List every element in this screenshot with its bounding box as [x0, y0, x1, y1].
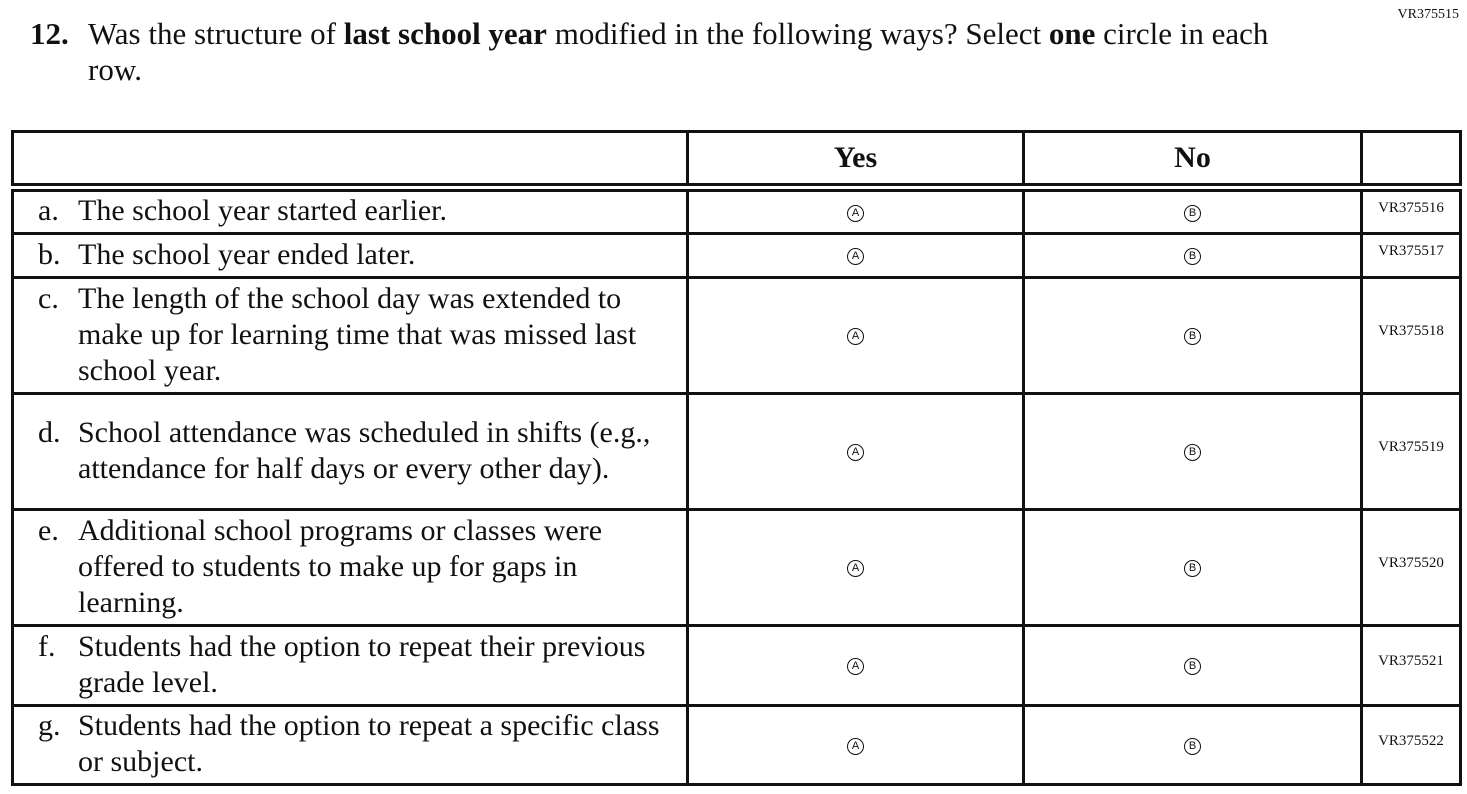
question-text-part: modified in the following ways? Select: [546, 16, 1049, 51]
response-bubble[interactable]: B: [1184, 328, 1201, 345]
question-row: a. The school year started earlier. A B VR37…: [11, 186, 1462, 235]
blank-header: [1360, 130, 1462, 192]
item-code: VR375522: [1360, 704, 1462, 786]
question-row: g. Students had the option to repeat a sp…: [11, 704, 1462, 786]
item: a. The school year started earlier.: [38, 193, 682, 229]
option-cell: A: [686, 186, 1025, 235]
item-letter: b.: [38, 237, 61, 271]
response-bubble[interactable]: B: [1184, 737, 1201, 755]
response-bubble[interactable]: A: [847, 248, 864, 265]
item-text: Students had the option to repeat their …: [78, 629, 646, 699]
blank-header: [11, 130, 689, 192]
item-letter: g.: [38, 709, 61, 742]
option-cell: A: [686, 704, 1025, 786]
item-code: VR375521: [1360, 624, 1462, 707]
item-letter: f.: [38, 629, 56, 663]
item-text: The school year started earlier.: [78, 194, 447, 227]
response-bubble[interactable]: B: [1184, 444, 1201, 461]
item-letter: d.: [38, 415, 61, 449]
item-text: School attendance was scheduled in shift…: [78, 415, 651, 485]
item-text: Additional school programs or classes we…: [78, 513, 603, 619]
header-row: Yes No: [11, 130, 1462, 192]
question-number: 12.: [30, 16, 69, 51]
option-cell: B: [1022, 232, 1363, 279]
item-code: VR375520: [1360, 508, 1462, 627]
item-text: The length of the school day was extende…: [78, 281, 637, 387]
option-cell: B: [1022, 704, 1363, 786]
item-cell: b. The school year ended later.: [11, 232, 689, 279]
item-code: VR375517: [1360, 232, 1462, 279]
item: c. The length of the school day was exten…: [38, 281, 682, 389]
response-bubble[interactable]: A: [847, 204, 864, 222]
response-bubble[interactable]: A: [847, 444, 864, 461]
option-cell: B: [1022, 186, 1363, 235]
option-cell: A: [686, 232, 1025, 279]
item-cell: g. Students had the option to repeat a sp…: [11, 704, 689, 786]
item: f. Students had the option to repeat thei…: [38, 629, 682, 701]
question-text-part: one: [1048, 16, 1096, 51]
response-bubble[interactable]: B: [1184, 560, 1201, 577]
question-row: e. Additional school programs or classes …: [11, 508, 1462, 627]
question-text-part: last school year: [343, 16, 547, 51]
option-cell: A: [686, 624, 1025, 707]
response-bubble[interactable]: A: [847, 328, 864, 345]
option-cell: B: [1022, 392, 1363, 511]
option-cell: A: [686, 392, 1025, 511]
item-cell: d. School attendance was scheduled in shi…: [11, 392, 689, 511]
question-row: b. The school year ended later. A B VR375517: [11, 232, 1462, 279]
item-cell: c. The length of the school day was exten…: [11, 276, 689, 395]
column-header: Yes: [686, 130, 1025, 192]
option-cell: A: [686, 276, 1025, 395]
item: g. Students had the option to repeat a sp…: [38, 708, 682, 780]
item-code: VR375515: [1397, 7, 1459, 22]
item-cell: f. Students had the option to repeat thei…: [11, 624, 689, 707]
response-bubble[interactable]: A: [847, 658, 864, 675]
item-text: The school year ended later.: [78, 237, 416, 271]
question-row: c. The length of the school day was exten…: [11, 276, 1462, 395]
item-text: Students had the option to repeat a spec…: [78, 709, 660, 778]
response-bubble[interactable]: B: [1184, 658, 1201, 675]
item-code: VR375519: [1360, 392, 1462, 511]
item-letter: a.: [38, 194, 59, 227]
item: b. The school year ended later.: [38, 237, 682, 273]
question-row: d. School attendance was scheduled in shi…: [11, 392, 1462, 511]
item: e. Additional school programs or classes …: [38, 513, 682, 621]
table-body: a. The school year started earlier. A B VR37…: [11, 186, 1462, 786]
item: d. School attendance was scheduled in shi…: [38, 415, 682, 487]
response-table: Yes No a. The school year started earlier…: [11, 130, 1462, 786]
option-cell: B: [1022, 624, 1363, 707]
response-bubble[interactable]: A: [847, 560, 864, 577]
question-text-part: Was the structure of: [88, 16, 344, 51]
item-cell: e. Additional school programs or classes …: [11, 508, 689, 627]
column-header: No: [1022, 130, 1363, 192]
option-cell: B: [1022, 276, 1363, 395]
item-code: VR375518: [1360, 276, 1462, 395]
response-bubble[interactable]: B: [1184, 248, 1201, 265]
question-row: f. Students had the option to repeat thei…: [11, 624, 1462, 707]
response-bubble[interactable]: B: [1184, 204, 1201, 222]
question-text-part: circle in each row.: [88, 16, 1269, 87]
item-code: VR375516: [1360, 186, 1462, 235]
response-bubble[interactable]: A: [847, 737, 864, 755]
option-cell: A: [686, 508, 1025, 627]
item-letter: c.: [38, 281, 59, 315]
question-text: Was the structure of last school year mo…: [88, 16, 1308, 88]
item-letter: e.: [38, 513, 59, 547]
item-cell: a. The school year started earlier.: [11, 186, 689, 235]
option-cell: B: [1022, 508, 1363, 627]
